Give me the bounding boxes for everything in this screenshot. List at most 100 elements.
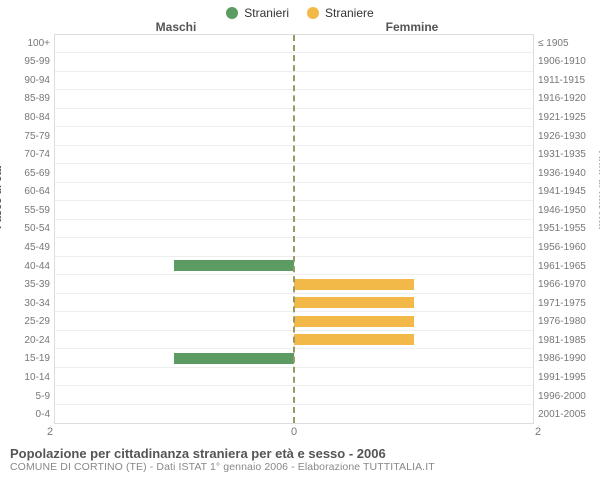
- age-tick: 40-44: [4, 257, 50, 276]
- age-ticks: 100+95-9990-9485-8980-8475-7970-7465-696…: [4, 34, 54, 424]
- legend-label-female: Straniere: [325, 6, 374, 20]
- bar-row: [54, 312, 294, 330]
- chart-area: Fasce di età 100+95-9990-9485-8980-8475-…: [0, 34, 600, 424]
- bar-row: [294, 294, 534, 312]
- birth-year-tick: 1941-1945: [538, 183, 596, 202]
- bar: [294, 334, 414, 345]
- age-tick: 30-34: [4, 294, 50, 313]
- birth-year-tick: 1926-1930: [538, 127, 596, 146]
- birth-year-tick: 1976-1980: [538, 313, 596, 332]
- x-tick: 2: [47, 426, 53, 438]
- bar-row: [294, 386, 534, 404]
- legend-label-male: Stranieri: [244, 6, 289, 20]
- bar-row: [54, 53, 294, 71]
- birth-year-tick: 1956-1960: [538, 238, 596, 257]
- age-tick: 25-29: [4, 313, 50, 332]
- birth-year-tick: 1921-1925: [538, 108, 596, 127]
- birth-year-tick: 1961-1965: [538, 257, 596, 276]
- bar-row: [54, 127, 294, 145]
- bar-row: [54, 294, 294, 312]
- bar-row: [54, 164, 294, 182]
- bar-row: [54, 183, 294, 201]
- header-female: Femmine: [294, 20, 530, 34]
- bar-row: [294, 275, 534, 293]
- bar-row: [54, 220, 294, 238]
- bar-row: [54, 146, 294, 164]
- age-tick: 10-14: [4, 368, 50, 387]
- bar-row: [294, 183, 534, 201]
- age-tick: 95-99: [4, 53, 50, 72]
- chart-title: Popolazione per cittadinanza straniera p…: [10, 446, 590, 461]
- plot: [54, 34, 534, 424]
- bar-row: [54, 349, 294, 367]
- age-tick: 75-79: [4, 127, 50, 146]
- x-tick: 2: [535, 426, 541, 438]
- bars-male: [54, 35, 294, 423]
- birth-year-tick: ≤ 1905: [538, 34, 596, 53]
- birth-year-tick: 1991-1995: [538, 368, 596, 387]
- birth-year-tick: 1951-1955: [538, 220, 596, 239]
- birth-year-tick: 1946-1950: [538, 201, 596, 220]
- bar-row: [294, 349, 534, 367]
- birth-year-tick: 2001-2005: [538, 405, 596, 424]
- age-tick: 70-74: [4, 145, 50, 164]
- column-headers: Maschi Femmine: [0, 20, 600, 34]
- birth-year-tick: 1906-1910: [538, 53, 596, 72]
- age-tick: 65-69: [4, 164, 50, 183]
- bar-row: [294, 164, 534, 182]
- bar-row: [54, 90, 294, 108]
- bar-row: [294, 109, 534, 127]
- age-tick: 100+: [4, 34, 50, 53]
- male-swatch: [226, 7, 238, 19]
- birth-year-tick: 1936-1940: [538, 164, 596, 183]
- bar-row: [54, 109, 294, 127]
- bar-row: [54, 35, 294, 53]
- birth-year-tick: 1971-1975: [538, 294, 596, 313]
- bar-row: [294, 331, 534, 349]
- y-axis-label-left: Fasce di età: [0, 166, 4, 229]
- legend-item-female: Straniere: [307, 6, 374, 20]
- header-male: Maschi: [58, 20, 294, 34]
- age-tick: 5-9: [4, 387, 50, 406]
- x-axis-ticks: 2 0 2: [50, 426, 538, 440]
- bars-female: [294, 35, 534, 423]
- age-tick: 15-19: [4, 350, 50, 369]
- birth-year-tick: 1911-1915: [538, 71, 596, 90]
- bar-row: [294, 220, 534, 238]
- age-tick: 55-59: [4, 201, 50, 220]
- chart-subtitle: COMUNE DI CORTINO (TE) - Dati ISTAT 1° g…: [10, 461, 590, 473]
- birth-year-tick: 1986-1990: [538, 350, 596, 369]
- bar: [294, 297, 414, 308]
- bar-row: [54, 257, 294, 275]
- female-swatch: [307, 7, 319, 19]
- bar-row: [54, 386, 294, 404]
- age-tick: 60-64: [4, 183, 50, 202]
- bar-row: [294, 257, 534, 275]
- bar-row: [54, 275, 294, 293]
- bar-row: [294, 238, 534, 256]
- bar: [174, 353, 294, 364]
- birth-year-tick: 1916-1920: [538, 90, 596, 109]
- bar-row: [54, 368, 294, 386]
- x-axis: 2 0 2: [0, 424, 600, 444]
- bar-row: [294, 405, 534, 423]
- bar-row: [54, 72, 294, 90]
- age-tick: 80-84: [4, 108, 50, 127]
- bar-row: [294, 53, 534, 71]
- birth-year-tick: 1966-1970: [538, 275, 596, 294]
- x-tick: 0: [291, 426, 297, 438]
- bar-row: [54, 405, 294, 423]
- bar-row: [54, 201, 294, 219]
- birth-year-ticks: ≤ 19051906-19101911-19151916-19201921-19…: [534, 34, 596, 424]
- age-tick: 45-49: [4, 238, 50, 257]
- bar: [174, 260, 294, 271]
- bar-row: [294, 201, 534, 219]
- center-line: [293, 35, 295, 423]
- bar-row: [294, 146, 534, 164]
- bar: [294, 316, 414, 327]
- age-tick: 50-54: [4, 220, 50, 239]
- age-tick: 20-24: [4, 331, 50, 350]
- legend: Stranieri Straniere: [0, 0, 600, 20]
- age-tick: 90-94: [4, 71, 50, 90]
- birth-year-tick: 1931-1935: [538, 145, 596, 164]
